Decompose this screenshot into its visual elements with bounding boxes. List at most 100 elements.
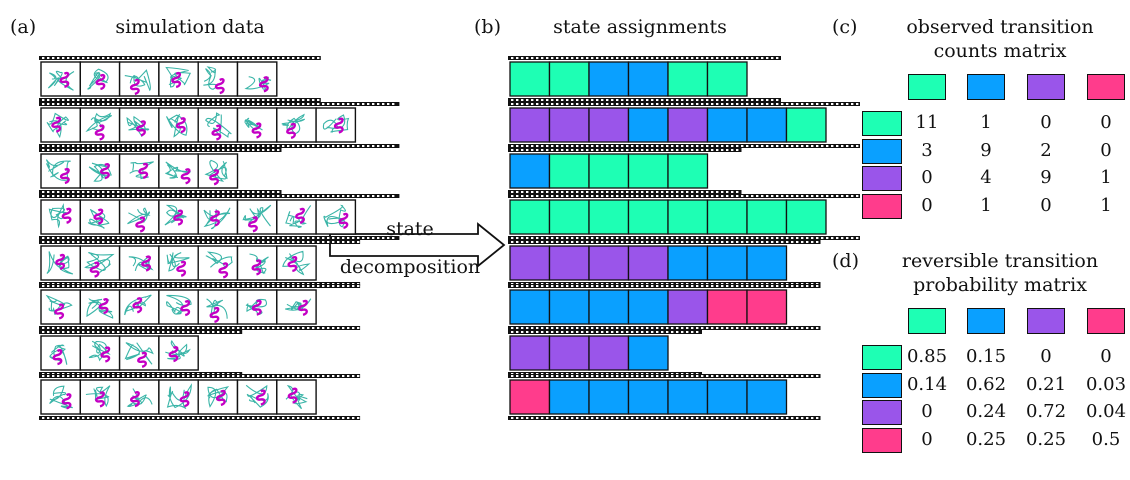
state-cell-purple-state [509, 335, 551, 371]
state-cell-blue-state [667, 245, 709, 281]
frame-snapshot [40, 199, 81, 235]
row-swatch-blue-state [862, 372, 902, 398]
state-cell-teal-state [588, 199, 630, 235]
state-cell-purple-state [548, 107, 590, 143]
matrix-cell: 0.5 [1091, 428, 1121, 450]
state-cell-blue-state [667, 379, 709, 415]
matrix-cell: 4 [980, 167, 992, 188]
matrix-cell: 1 [980, 194, 992, 216]
matrix-cell: 0.72 [1025, 401, 1067, 422]
matrix-cell: 9 [1040, 167, 1052, 188]
state-cell-teal-state [785, 199, 827, 235]
row-swatch-pink-state [862, 427, 902, 453]
state-cell-blue-state [548, 379, 590, 415]
matrix-cell: 0 [1040, 194, 1052, 216]
state-cell-teal-state [746, 199, 788, 235]
matrix-cell: 0 [921, 167, 933, 188]
matrix-cell: 0.25 [1025, 428, 1067, 450]
state-strip-8 [508, 374, 821, 420]
matrix-cell: 0 [1100, 346, 1112, 367]
film-strip-3 [39, 148, 282, 194]
matrix-cell: 0.14 [906, 373, 948, 395]
state-strip-4 [508, 194, 860, 240]
panel-b-letter: (b) [474, 16, 501, 38]
simulation-film-strips [39, 56, 400, 420]
matrix-cell: 1 [1100, 194, 1112, 216]
state-cell-blue-state [509, 289, 551, 325]
row-swatch-purple-state [862, 400, 902, 425]
state-cell-teal-state [548, 153, 590, 189]
column-swatch-purple-state [1027, 74, 1065, 100]
film-strip-4 [39, 194, 400, 240]
matrix-cell: 0.04 [1085, 401, 1127, 422]
state-cell-teal-state [667, 61, 709, 97]
state-cell-purple-state [588, 335, 630, 371]
state-cell-blue-state [588, 289, 630, 325]
decomposition-arrow [329, 222, 506, 268]
matrix-cell: 0.21 [1025, 373, 1067, 395]
state-cell-blue-state [588, 61, 630, 97]
state-cell-blue-state [746, 379, 788, 415]
state-cell-purple-state [667, 107, 709, 143]
state-cell-blue-state [746, 107, 788, 143]
film-strip-5 [39, 240, 361, 286]
panel-c-letter: (c) [832, 16, 858, 38]
matrix-cell: 2 [1040, 139, 1052, 161]
state-cell-teal-state [667, 153, 709, 189]
frame-snapshot [236, 61, 278, 97]
state-cell-blue-state [706, 379, 748, 415]
panel-a-title: simulation data [115, 16, 265, 38]
frame-snapshot [79, 245, 121, 281]
matrix-cell: 0.62 [965, 373, 1007, 395]
state-cell-purple-state [509, 107, 551, 143]
panel-b-title: state assignments [553, 16, 727, 38]
state-strip-1 [508, 56, 781, 102]
column-swatch-teal-state [908, 308, 946, 334]
column-swatch-purple-state [1027, 308, 1065, 334]
row-swatch-teal-state [862, 111, 902, 136]
state-cell-purple-state [588, 245, 630, 281]
frame-snapshot [118, 379, 160, 415]
column-swatch-blue-state [967, 308, 1005, 334]
film-strip-1 [39, 56, 321, 102]
matrix-cell: 0 [1040, 112, 1052, 133]
state-cell-purple-state [667, 289, 709, 325]
matrix-cell: 0.85 [906, 346, 948, 367]
state-cell-pink-state [746, 289, 788, 325]
state-cell-pink-state [509, 379, 551, 415]
state-cell-teal-state [548, 61, 590, 97]
panel-c-title-line1: observed transition [906, 16, 1094, 38]
column-swatch-pink-state [1087, 308, 1125, 334]
row-swatch-purple-state [862, 166, 902, 191]
arrow-label-line2: decomposition [339, 256, 481, 278]
matrix-cell: 0.15 [965, 346, 1007, 367]
state-cell-teal-state [509, 61, 551, 97]
film-strip-8 [39, 374, 361, 420]
panel-c-title-line2: counts matrix [933, 40, 1067, 62]
state-cell-blue-state [746, 245, 788, 281]
state-cell-purple-state [548, 245, 590, 281]
state-cell-purple-state [588, 107, 630, 143]
state-cell-blue-state [706, 245, 748, 281]
matrix-cell: 0.03 [1085, 373, 1127, 395]
row-swatch-blue-state [862, 138, 902, 164]
arrow-label-line1: state [386, 218, 434, 240]
matrix-cell: 11 [915, 112, 939, 133]
state-cell-pink-state [706, 289, 748, 325]
column-swatch-pink-state [1087, 74, 1125, 100]
column-swatch-blue-state [967, 74, 1005, 100]
state-cell-teal-state [548, 199, 590, 235]
row-swatch-pink-state [862, 193, 902, 219]
frame-snapshot [79, 153, 121, 189]
state-cell-teal-state [627, 199, 669, 235]
matrix-cell: 9 [980, 139, 992, 161]
state-cell-purple-state [548, 335, 590, 371]
panel-a-letter: (a) [10, 16, 37, 38]
frame-snapshot [276, 107, 317, 143]
frame-snapshot [40, 153, 81, 189]
matrix-cell: 0.25 [965, 428, 1007, 450]
state-strip-3 [508, 148, 742, 194]
state-cell-blue-state [706, 107, 748, 143]
state-cell-teal-state [627, 153, 669, 189]
state-cell-blue-state [627, 107, 669, 143]
